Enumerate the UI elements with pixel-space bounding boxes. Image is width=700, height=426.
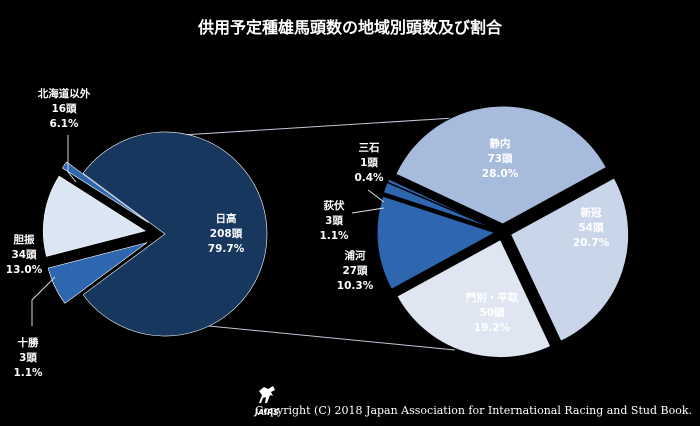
slice-label-shizunai: 静内 73頭 28.0% <box>465 137 535 182</box>
leader-ogifushi <box>351 207 385 214</box>
slice-label-niikappu: 新冠 54頭 20.7% <box>561 206 621 251</box>
slice-label-iburi: 胆振 34頭 13.0% <box>4 233 44 278</box>
slice-percent: 79.7% <box>207 243 245 255</box>
slice-hidaka <box>82 131 268 337</box>
connector-lines <box>177 116 471 351</box>
leader-lines <box>31 135 385 326</box>
slice-count: 1頭 <box>360 157 378 169</box>
slice-count: 208頭 <box>209 228 243 240</box>
slice-percent: 10.3% <box>336 280 374 292</box>
jairs-logo: JAIRS <box>253 383 283 417</box>
slice-name: 三石 <box>358 142 380 154</box>
slice-percent: 0.4% <box>354 172 384 184</box>
leader-tokachi <box>31 276 56 326</box>
right-pie <box>376 105 630 359</box>
slice-percent: 1.1% <box>13 367 43 379</box>
leader-mitsuishi <box>367 189 385 203</box>
slice-name: 北海道以外 <box>37 88 91 100</box>
slice-tokachi <box>61 161 149 223</box>
connector-bottom <box>177 322 456 351</box>
slice-percent: 6.1% <box>49 118 79 130</box>
chart-title: 供用予定種雄馬頭数の地域別頭数及び割合 <box>197 18 502 37</box>
slice-percent: 13.0% <box>5 264 43 276</box>
slice-label-ogifushi: 荻伏 3頭 1.1% <box>314 199 354 244</box>
slice-label-hidaka: 日高 208頭 79.7% <box>196 212 256 257</box>
slice-percent: 1.1% <box>319 230 349 242</box>
slice-label-monbetsu: 門別・平取 50頭 19.2% <box>452 291 532 336</box>
slice-count: 54頭 <box>578 222 604 234</box>
slice-percent: 20.7% <box>572 237 610 249</box>
slice-count: 16頭 <box>51 103 77 115</box>
slice-name: 新冠 <box>580 207 602 219</box>
slice-percent: 28.0% <box>481 168 519 180</box>
leader-outside-hokkaido <box>67 135 77 183</box>
connector-top <box>181 116 471 136</box>
slice-shizunai <box>395 105 607 225</box>
slice-name: 日高 <box>215 213 237 225</box>
slice-outside-hokkaido <box>47 242 148 304</box>
slice-name: 門別・平取 <box>465 292 519 304</box>
slice-count: 3頭 <box>325 215 343 227</box>
horse-icon <box>259 386 275 403</box>
slice-count: 50頭 <box>479 307 505 319</box>
slice-name: 十勝 <box>17 337 39 349</box>
slice-percent: 19.2% <box>473 322 511 334</box>
slice-name: 胆振 <box>13 234 35 246</box>
slice-label-tokachi: 十勝 3頭 1.1% <box>8 336 48 381</box>
slice-label-mitsuishi: 三石 1頭 0.4% <box>349 141 389 186</box>
copyright-text: Copyright (C) 2018 Japan Association for… <box>254 404 692 417</box>
slice-count: 73頭 <box>487 153 513 165</box>
slice-label-urakawa: 浦河 27頭 10.3% <box>330 249 380 294</box>
slice-count: 27頭 <box>342 265 368 277</box>
slice-count: 34頭 <box>11 249 37 261</box>
slice-mitsuishi <box>386 178 496 230</box>
slice-iburi <box>42 175 146 257</box>
slice-name: 荻伏 <box>323 200 345 212</box>
slice-name: 静内 <box>489 138 511 150</box>
logo-text: JAIRS <box>255 408 280 417</box>
slice-niikappu <box>509 177 630 342</box>
slice-count: 3頭 <box>19 352 37 364</box>
slice-monbetsu <box>396 238 552 359</box>
slice-name: 浦河 <box>344 250 366 262</box>
left-pie <box>42 131 268 337</box>
slice-label-outside-hokkaido: 北海道以外 16頭 6.1% <box>24 87 104 132</box>
